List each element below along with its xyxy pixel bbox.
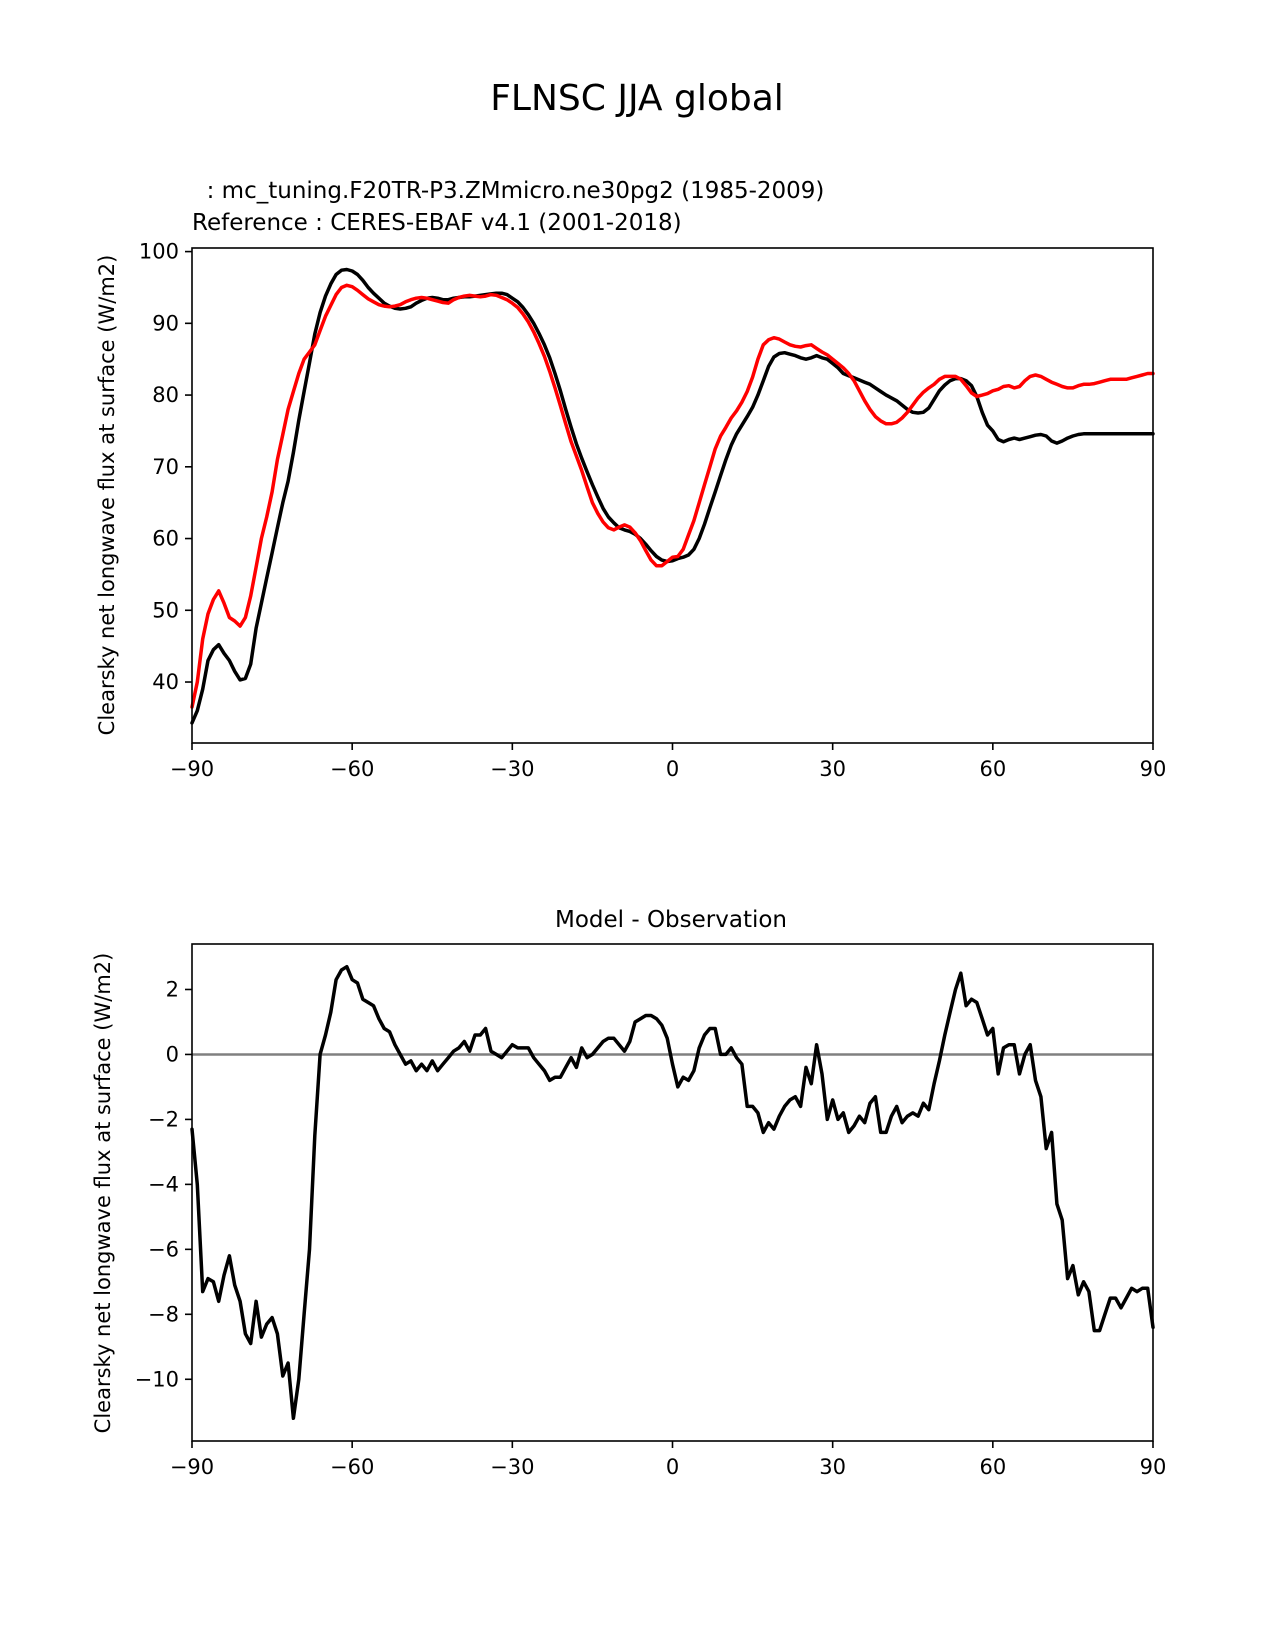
y-tick-label: −2: [148, 1107, 179, 1131]
y-tick-label: 40: [152, 670, 179, 694]
x-tick-label: −90: [170, 757, 214, 781]
x-tick-label: −60: [330, 757, 374, 781]
y-tick-label: 100: [139, 240, 179, 264]
y-tick-label: −6: [148, 1237, 179, 1261]
x-tick-label: −30: [490, 757, 534, 781]
y-axis-label: Clearsky net longwave flux at surface (W…: [91, 953, 115, 1434]
x-tick-label: −30: [490, 1455, 534, 1479]
figure-title: FLNSC JJA global: [490, 78, 784, 119]
x-tick-label: 90: [1140, 1455, 1167, 1479]
x-tick-label: 0: [666, 1455, 679, 1479]
y-tick-label: 70: [152, 455, 179, 479]
y-tick-label: −10: [135, 1367, 179, 1391]
difference-series-line: [190, 964, 1155, 1421]
y-tick-label: 60: [152, 527, 179, 551]
y-tick-label: −4: [148, 1172, 179, 1196]
x-tick-label: 0: [666, 757, 679, 781]
test-label: : mc_tuning.F20TR-P3.ZMmicro.ne30pg2 (19…: [192, 178, 824, 204]
y-tick-label: 80: [152, 383, 179, 407]
x-tick-label: −90: [170, 1455, 214, 1479]
test-series-line: [190, 267, 1155, 725]
top-panel: : mc_tuning.F20TR-P3.ZMmicro.ne30pg2 (19…: [95, 178, 1166, 781]
x-tick-label: 60: [979, 1455, 1006, 1479]
x-tick-label: 60: [979, 757, 1006, 781]
x-tick-label: 30: [819, 757, 846, 781]
y-tick-label: 0: [166, 1042, 179, 1066]
y-axis-label: Clearsky net longwave flux at surface (W…: [95, 255, 119, 736]
difference-panel-title: Model - Observation: [555, 907, 787, 933]
y-tick-label: 2: [166, 977, 179, 1001]
x-tick-label: 30: [819, 1455, 846, 1479]
x-tick-label: 90: [1140, 757, 1167, 781]
x-tick-label: −60: [330, 1455, 374, 1479]
y-tick-label: 90: [152, 311, 179, 335]
reference-series-line: [190, 283, 1155, 709]
y-tick-label: 50: [152, 598, 179, 622]
bottom-panel: Model - Observation −90 −60 −30 0 30 60 90 2 0 −2…: [91, 907, 1166, 1479]
y-tick-label: −8: [148, 1302, 179, 1326]
reference-label: Reference : CERES-EBAF v4.1 (2001-2018): [192, 210, 682, 236]
